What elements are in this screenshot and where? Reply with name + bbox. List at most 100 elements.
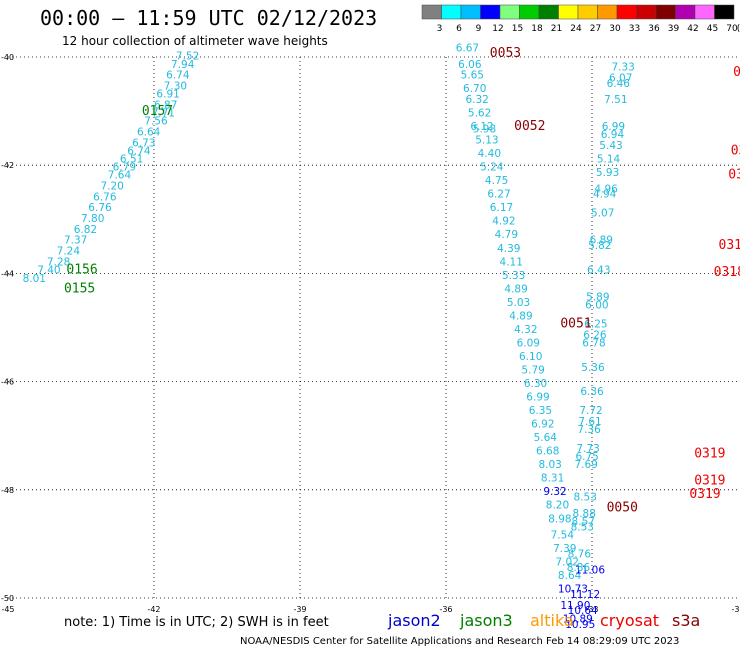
wave-height-point: 6.75 bbox=[575, 451, 598, 463]
wave-height-point: 4.11 bbox=[500, 256, 523, 268]
wave-height-point: 7.54 bbox=[551, 529, 575, 541]
wave-height-point: 5.93 bbox=[596, 167, 619, 179]
pass-time-label: 0319 bbox=[694, 446, 725, 461]
wave-height-point: 4.89 bbox=[504, 283, 527, 295]
wave-height-point: 8.03 bbox=[538, 459, 561, 471]
scale-label: 70 bbox=[726, 24, 738, 34]
wave-height-point: 7.20 bbox=[100, 181, 123, 193]
wave-height-point: 6.35 bbox=[529, 405, 552, 417]
wave-height-point: 4.92 bbox=[492, 216, 515, 228]
wave-height-point: 4.75 bbox=[485, 175, 508, 187]
grid-lines bbox=[8, 56, 738, 599]
scale-label: 15 bbox=[512, 24, 523, 34]
wave-height-point: 5.62 bbox=[468, 108, 491, 120]
wave-height-point: 6.10 bbox=[519, 351, 542, 363]
wave-height-point: 5.33 bbox=[502, 270, 525, 282]
wave-height-point: 7.02 bbox=[556, 557, 579, 569]
wave-height-point: 7.61 bbox=[578, 416, 601, 428]
wave-height-point: 7.36 bbox=[577, 424, 601, 436]
wave-height-point: 6.89 bbox=[590, 235, 613, 247]
wave-height-point: 6.07 bbox=[609, 72, 632, 84]
scale-swatch bbox=[694, 4, 715, 20]
scale-label: 42 bbox=[687, 24, 698, 34]
wave-height-point: 8.98 bbox=[548, 513, 571, 525]
axis-ticks: -45 -42 -39 -36 -33 -30 -40 -42 -44 -46 -48 -50 bbox=[1, 53, 740, 614]
wave-height-point: 5.89 bbox=[586, 291, 609, 303]
wave-height-point: 6.32 bbox=[465, 94, 488, 106]
wave-height-point: 5.07 bbox=[591, 208, 614, 220]
wave-height-point: 7.33 bbox=[611, 62, 634, 74]
chart-subtitle: 12 hour collection of altimeter wave hei… bbox=[62, 34, 328, 48]
wave-height-point: 7.73 bbox=[576, 443, 599, 455]
wave-height-point: 7.56 bbox=[144, 116, 168, 128]
scale-label: 36 bbox=[648, 24, 660, 34]
wave-height-point: 6.91 bbox=[156, 89, 179, 101]
scale-swatch bbox=[538, 4, 559, 20]
scale-label: 3 bbox=[437, 24, 443, 34]
scale-swatch bbox=[577, 4, 598, 20]
x-tick-label: -30 bbox=[731, 605, 740, 614]
pass-time-label: 03 bbox=[733, 65, 740, 80]
wave-height-point: 6.27 bbox=[487, 189, 510, 201]
wave-height-point: 7.80 bbox=[81, 213, 104, 225]
wave-height-point: 6.36 bbox=[580, 386, 604, 398]
plot-frame bbox=[8, 57, 738, 607]
scale-swatch bbox=[480, 4, 501, 20]
wave-height-point: 4.94 bbox=[593, 189, 617, 201]
y-tick-label: -44 bbox=[1, 269, 14, 278]
pass-time-label: 0156 bbox=[66, 262, 97, 277]
wave-height-point: 5.24 bbox=[480, 162, 504, 174]
wave-height-point: 8.57 bbox=[572, 516, 595, 528]
chart-title: 00:00 – 11:59 UTC 02/12/2023 bbox=[40, 6, 377, 30]
wave-height-point: 6.92 bbox=[531, 419, 554, 431]
satellite-name: altika bbox=[530, 611, 574, 630]
wave-height-point: 7.28 bbox=[47, 256, 70, 268]
wave-height-point: 6.74 bbox=[127, 145, 151, 157]
wave-height-point: 4.40 bbox=[478, 148, 501, 160]
y-tick-label: -42 bbox=[1, 161, 14, 170]
wave-height-point: 5.14 bbox=[597, 153, 621, 165]
wave-height-point: 11.12 bbox=[570, 589, 600, 601]
wave-height-point: 6.64 bbox=[137, 126, 161, 138]
wave-height-point: 7.37 bbox=[64, 235, 87, 247]
wave-height-point: 6.09 bbox=[517, 337, 540, 349]
scale-swatch bbox=[675, 4, 696, 20]
wave-height-point: 7.39 bbox=[553, 543, 576, 555]
wave-height-point: 6.99 bbox=[602, 121, 625, 133]
scale-label: 39 bbox=[668, 24, 680, 34]
scale-swatch bbox=[616, 4, 637, 20]
wave-height-point: 6.67 bbox=[456, 43, 479, 55]
scale-swatch bbox=[519, 4, 540, 20]
scale-swatch bbox=[597, 4, 618, 20]
wave-height-point: 4.79 bbox=[495, 229, 518, 241]
wave-height-point: 9.32 bbox=[543, 486, 566, 498]
scale-swatch bbox=[636, 4, 657, 20]
scale-swatch bbox=[421, 4, 442, 20]
scale-swatch bbox=[499, 4, 520, 20]
wave-height-point: 8.53 bbox=[571, 521, 594, 533]
wave-height-point: 7.64 bbox=[108, 170, 132, 182]
scale-label: 6 bbox=[456, 24, 462, 34]
wave-height-point: 5.79 bbox=[521, 364, 544, 376]
pass-time-label: 0319 bbox=[689, 487, 720, 502]
wave-height-point: 6.87 bbox=[154, 99, 177, 111]
y-tick-label: -50 bbox=[1, 594, 14, 603]
note-text: note: 1) Time is in UTC; 2) SWH is in fe… bbox=[64, 615, 329, 630]
wave-height-point: 6.00 bbox=[585, 300, 608, 312]
pass-time-label: 0052 bbox=[514, 119, 545, 134]
wave-height-point: 6.68 bbox=[536, 446, 559, 458]
y-tick-label: -46 bbox=[1, 378, 14, 387]
wave-height-point: 6.79 bbox=[113, 162, 136, 174]
y-tick-label: -40 bbox=[1, 53, 14, 62]
scale-label: 9 bbox=[476, 24, 482, 34]
wave-height-point: 6.30 bbox=[524, 378, 547, 390]
wave-height-point: 8.31 bbox=[541, 473, 564, 485]
pass-time-label: 0319 bbox=[694, 473, 725, 488]
pass-time-label: 0318 bbox=[714, 265, 740, 280]
satellite-legend: jason2 jason3 altika cryosat s3a bbox=[387, 611, 700, 630]
pass-time-label: 0157 bbox=[142, 104, 173, 119]
wave-height-point: 5.65 bbox=[461, 70, 484, 82]
wave-height-point: 5.43 bbox=[599, 140, 622, 152]
satellite-name: jason2 bbox=[387, 611, 441, 630]
scale-label: 24 bbox=[570, 24, 582, 34]
